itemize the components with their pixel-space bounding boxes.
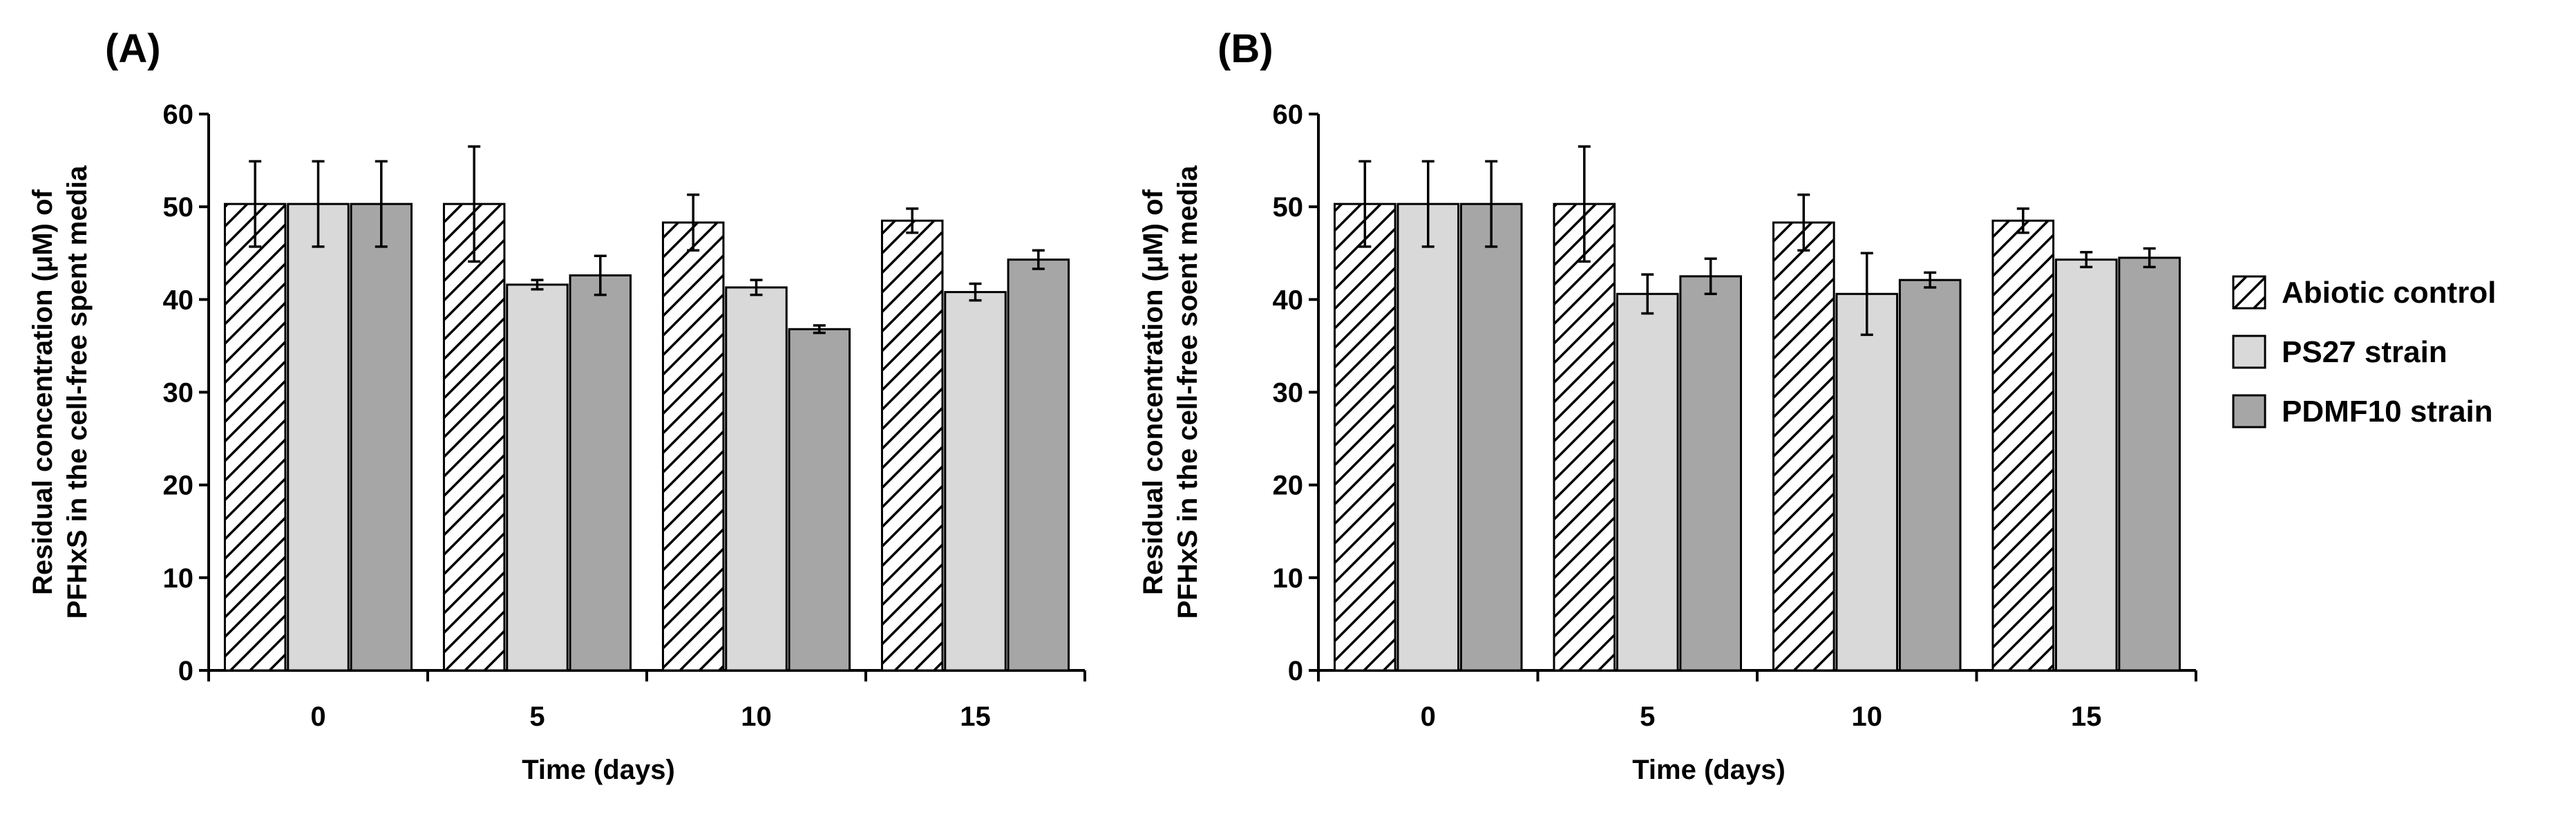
bar-abiotic-control-day-5 (442, 203, 506, 672)
bar-abiotic-control-day-5 (1553, 203, 1616, 672)
bar-pdmf10-strain-day-15 (1007, 258, 1070, 672)
legend-swatch-abiotic-control (2232, 275, 2266, 310)
legend-label-pdmf10-strain: PDMF10 strain (2282, 395, 2493, 429)
y-tick-label: 60 (163, 100, 194, 130)
x-axis-title: Time (days) (522, 755, 675, 785)
y-tick-label: 20 (163, 471, 194, 501)
x-category-label: 10 (741, 702, 772, 732)
legend-label-abiotic-control: Abiotic control (2282, 276, 2496, 310)
y-tick-label: 40 (163, 285, 194, 315)
panel-label: (A) (105, 26, 161, 71)
x-category-label: 0 (310, 702, 325, 732)
y-tick-label: 30 (1273, 378, 1304, 408)
y-tick-label: 60 (1273, 100, 1304, 130)
y-tick-label: 0 (1288, 656, 1303, 686)
legend-swatch-ps27-strain (2232, 335, 2266, 369)
y-axis-title-line: PFHxS in the cell-free soent media (1173, 165, 1203, 619)
y-axis-title-line: Residual concentration (μM) of (28, 189, 58, 594)
bar-abiotic-control-day-15 (1991, 219, 2055, 672)
bar-pdmf10-strain-day-5 (569, 274, 632, 672)
bar-ps27-strain-day-0 (287, 203, 350, 672)
y-tick-label: 10 (163, 563, 194, 594)
bar-ps27-strain-day-0 (1396, 203, 1460, 672)
chart-panel-a: (A) 0 10 20 30 40 50 60 0 5 10 15 Time (days) Residua… (28, 26, 1086, 785)
bar-ps27-strain-day-10 (725, 286, 788, 672)
bar-abiotic-control-day-0 (223, 203, 287, 672)
y-tick-label: 20 (1273, 471, 1304, 501)
bar-ps27-strain-day-5 (506, 283, 569, 672)
y-tick-label: 50 (1273, 192, 1304, 223)
y-axis-title-line: PFHxS in the cell-free spent media (62, 165, 93, 619)
bar-pdmf10-strain-day-0 (350, 203, 413, 672)
bar-abiotic-control-day-10 (661, 221, 725, 672)
bar-ps27-strain-day-15 (944, 291, 1007, 672)
bar-pdmf10-strain-day-10 (788, 328, 851, 672)
bar-pdmf10-strain-day-10 (1898, 279, 1962, 672)
x-category-label: 5 (529, 702, 544, 732)
legend-label-ps27-strain: PS27 strain (2282, 335, 2447, 369)
x-category-label: 10 (1852, 702, 1883, 732)
x-category-label: 0 (1421, 702, 1436, 732)
y-axis-title-line: Residual concentration (μM) of (1138, 189, 1168, 594)
y-tick-label: 10 (1273, 563, 1304, 594)
bar-ps27-strain-day-10 (1835, 292, 1899, 672)
bar-ps27-strain-day-5 (1616, 292, 1679, 672)
bar-ps27-strain-day-15 (2054, 258, 2118, 672)
y-axis-title: Residual concentration (μM) of PFHxS in t… (1138, 165, 1203, 619)
chart-panel-b: (B) 0 10 20 30 40 50 60 0 5 10 15 Time (days) Residua… (1138, 26, 2197, 785)
y-tick-label: 40 (1273, 285, 1304, 315)
bar-abiotic-control-day-10 (1772, 221, 1835, 672)
bar-abiotic-control-day-15 (880, 219, 944, 672)
bar-pdmf10-strain-day-15 (2118, 256, 2181, 672)
legend: Abiotic control PS27 strain PDMF10 strain (2232, 275, 2496, 429)
panel-label: (B) (1218, 26, 1273, 71)
x-category-label: 15 (2071, 702, 2102, 732)
legend-swatch-pdmf10-strain (2232, 394, 2266, 429)
x-category-label: 5 (1640, 702, 1655, 732)
x-axis-title: Time (days) (1632, 755, 1786, 785)
y-tick-label: 0 (178, 656, 193, 686)
bar-pdmf10-strain-day-5 (1679, 275, 1743, 672)
y-tick-label: 30 (163, 378, 194, 408)
x-category-label: 15 (960, 702, 991, 732)
bar-pdmf10-strain-day-0 (1459, 203, 1523, 672)
bar-abiotic-control-day-0 (1333, 203, 1396, 672)
y-tick-label: 50 (163, 192, 194, 223)
y-axis-title: Residual concentration (μM) of PFHxS in t… (28, 165, 93, 619)
